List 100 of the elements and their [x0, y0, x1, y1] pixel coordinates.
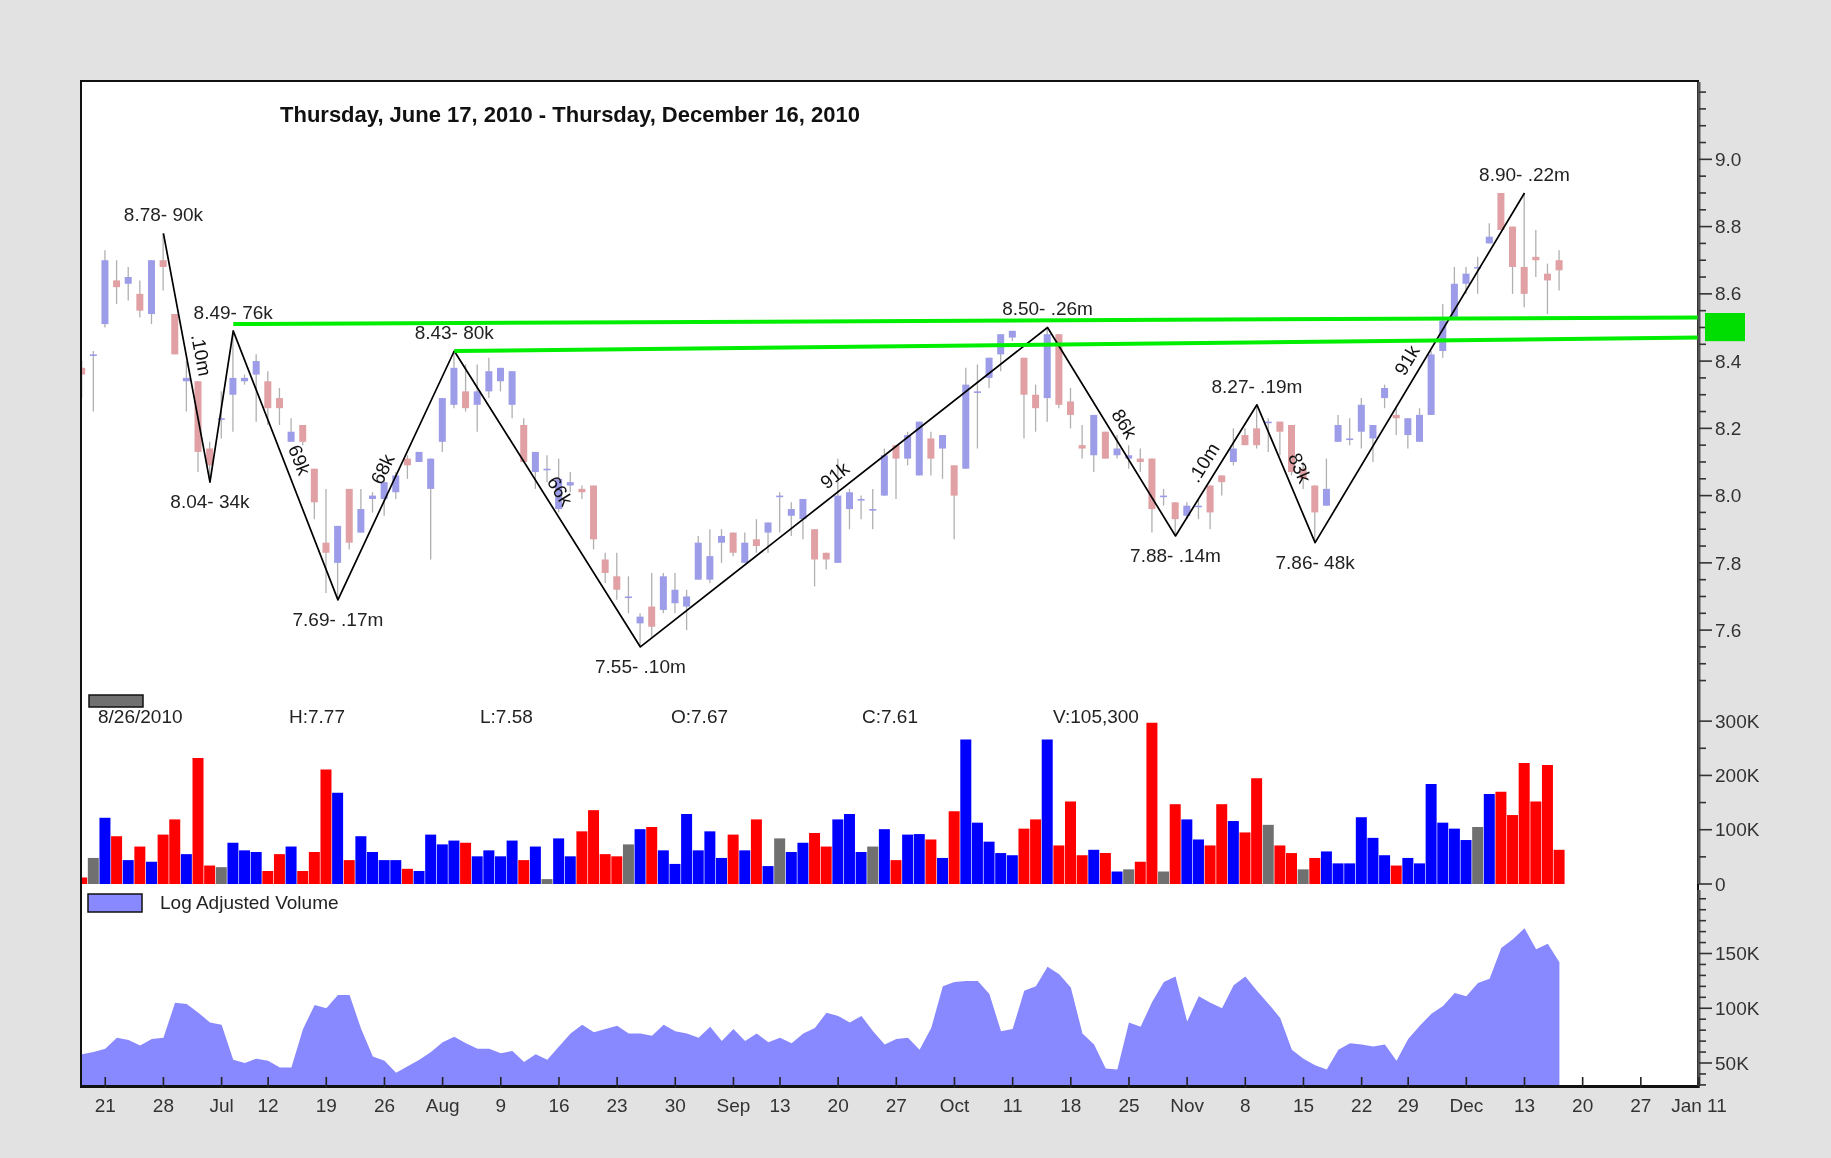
candlestick: [136, 279, 144, 319]
bar: [460, 842, 472, 884]
x-tick-label: Nov: [1170, 1095, 1205, 1116]
annotation: 8/26/2010: [98, 706, 183, 727]
x-tick-label: 25: [1118, 1095, 1140, 1116]
legend-label: Log Adjusted Volume: [160, 892, 339, 913]
annotation: 66k: [542, 472, 578, 511]
candlestick: [741, 531, 749, 564]
bar: [285, 846, 297, 884]
candlestick: [113, 259, 121, 305]
candlestick: [613, 552, 621, 601]
bar: [1169, 804, 1181, 884]
candlestick: [357, 488, 365, 534]
bar: [332, 792, 344, 884]
candlestick: [1404, 417, 1412, 450]
y-tick-label: 8.8: [1715, 216, 1742, 238]
candlestick: [1346, 417, 1354, 446]
x-tick-label: Aug: [425, 1095, 460, 1116]
x-tick-label: 22: [1351, 1095, 1373, 1116]
bar: [937, 857, 949, 884]
x-tick-label: 18: [1060, 1095, 1082, 1116]
bar: [1297, 869, 1309, 884]
data-label: 8.78- 90k: [123, 204, 204, 226]
bar: [1041, 739, 1053, 884]
annotation: 91k: [1390, 341, 1425, 379]
candlestick: [473, 363, 481, 433]
candlestick: [718, 528, 725, 564]
x-tick-label: 12: [257, 1095, 279, 1116]
x-tick-label: 20: [827, 1095, 849, 1116]
x-tick-label: 19: [315, 1095, 337, 1116]
bar: [1390, 865, 1402, 884]
bar: [867, 846, 879, 884]
bar: [122, 860, 134, 884]
x-tick-label: Dec: [1449, 1095, 1484, 1116]
annotation: 86k: [1107, 405, 1142, 443]
candlestick: [799, 498, 807, 540]
candlestick: [275, 387, 283, 426]
bar: [518, 860, 530, 884]
bar: [1227, 821, 1239, 884]
y-tick-label: 9.0: [1715, 148, 1742, 170]
candlestick: [287, 417, 295, 443]
candlestick: [787, 501, 795, 537]
annotation: H:7.77: [289, 706, 345, 727]
data-label: 8.49- 76k: [193, 301, 274, 323]
bar: [739, 850, 751, 884]
bar: [99, 817, 111, 884]
bar: [1309, 857, 1321, 884]
bar: [1483, 793, 1495, 884]
y-tick-label: 8.0: [1715, 485, 1742, 507]
candlestick: [1322, 457, 1330, 507]
candlestick: [1474, 256, 1482, 295]
candlestick: [1078, 424, 1086, 460]
bar: [215, 867, 227, 884]
x-tick-label: 15: [1292, 1095, 1315, 1116]
candlestick: [683, 589, 691, 631]
bar: [1088, 849, 1100, 884]
bar: [622, 844, 634, 884]
data-label: 8.50- .26m: [1002, 298, 1093, 320]
candlestick: [1067, 387, 1074, 429]
y-tick-label: 50K: [1715, 1052, 1750, 1074]
candlestick: [939, 434, 947, 480]
candlestick: [1253, 404, 1261, 450]
bar: [774, 838, 786, 884]
y-tick-label: 150K: [1715, 943, 1760, 965]
x-tick-label: 11: [1002, 1095, 1023, 1116]
candlestick: [1462, 266, 1470, 295]
y-tick-label: 100K: [1715, 819, 1760, 841]
annotation: 68k: [366, 450, 399, 488]
data-label: 8.43- 80k: [414, 322, 495, 344]
bar: [1123, 869, 1135, 884]
annotation: 83k: [1284, 449, 1316, 487]
x-tick-label: Sep: [716, 1095, 751, 1116]
candlestick: [869, 488, 877, 530]
bar: [134, 846, 146, 884]
y-tick-label: 8.2: [1715, 418, 1742, 439]
annotation: C:7.61: [862, 706, 918, 727]
bar: [1111, 871, 1123, 884]
bar: [634, 829, 646, 884]
bar: [401, 868, 413, 884]
annotation: O:7.67: [671, 706, 729, 727]
x-tick-label: 8: [1240, 1095, 1251, 1116]
bar: [111, 836, 123, 884]
data-label: 8.27- .19m: [1211, 375, 1303, 397]
data-label: 7.86- 48k: [1275, 551, 1356, 573]
y-tick-label: 200K: [1715, 765, 1760, 787]
bar: [925, 839, 937, 884]
annotation: V:105,300: [1053, 706, 1139, 727]
candlestick: [845, 488, 853, 530]
candlestick: [624, 575, 632, 614]
data-label: 7.88- .14m: [1130, 544, 1221, 566]
bar: [145, 861, 157, 884]
candlestick: [648, 572, 656, 638]
x-tick-label: 21: [94, 1095, 116, 1116]
candlestick: [706, 528, 714, 584]
candlestick: [1555, 249, 1563, 292]
data-label: 8.90- .22m: [1479, 163, 1570, 185]
annotation: L:7.58: [480, 706, 533, 727]
x-tick-label: 23: [606, 1095, 628, 1116]
y-tick-label: 8.6: [1715, 283, 1742, 305]
candlestick: [159, 232, 167, 292]
